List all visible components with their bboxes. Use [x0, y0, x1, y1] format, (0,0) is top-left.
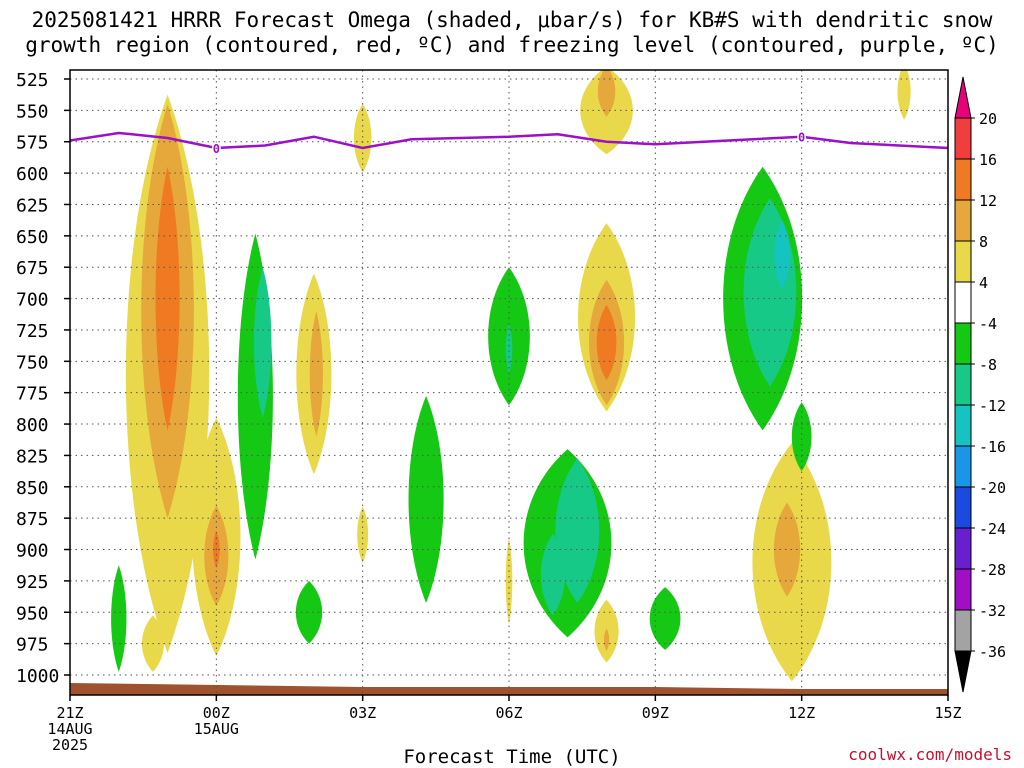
x-tick-label-1-0: 00Z — [203, 704, 230, 722]
colorbar: 20 16 12 8 4 -4 -8 -12 -16 -20 -24 -28 -32 -36 — [954, 76, 1006, 693]
colorbar-label-7: -12 — [979, 397, 1006, 415]
omega-region-35 — [791, 402, 812, 472]
y-tick-label-19: 1000 — [16, 666, 59, 687]
y-tick-label-5: 650 — [16, 227, 49, 248]
omega-region-12 — [295, 580, 323, 644]
colorbar-swatch-9 — [954, 486, 972, 529]
freezing-level-contour: 00 — [70, 129, 948, 158]
freezing-level-line — [70, 131, 948, 150]
y-tick-label-6: 675 — [16, 258, 49, 279]
colorbar-label-11: -28 — [979, 561, 1006, 579]
y-tick-label-2: 575 — [16, 133, 49, 154]
colorbar-swatch-1 — [954, 158, 972, 201]
omega-region-15 — [408, 395, 444, 603]
chart-title-line-1: 2025081421 HRRR Forecast Omega (shaded, … — [31, 8, 993, 32]
terrain-ground-strip — [70, 683, 948, 695]
colorbar-label-8: -16 — [979, 438, 1006, 456]
colorbar-swatch-11 — [954, 568, 972, 611]
colorbar-label-13: -36 — [979, 643, 1006, 661]
omega-shaded-regions — [111, 70, 911, 682]
omega-region-8 — [237, 233, 273, 560]
colorbar-swatch-2 — [954, 199, 972, 242]
colorbar-label-5: -4 — [979, 315, 997, 333]
omega-region-28 — [603, 628, 610, 652]
omega-region-13 — [353, 103, 372, 173]
omega-region-11 — [309, 311, 323, 437]
x-tick-label-0-2: 2025 — [52, 736, 88, 754]
colorbar-label-3: 8 — [979, 233, 988, 251]
omega-region-7 — [111, 565, 127, 672]
colorbar-label-9: -20 — [979, 479, 1006, 497]
y-tick-label-18: 975 — [16, 635, 49, 656]
omega-region-25 — [555, 458, 600, 603]
y-tick-label-11: 800 — [16, 415, 49, 436]
x-tick-label-5-0: 12Z — [788, 704, 815, 722]
y-axis-ticks: 525 550 575 600 625 650 675 700 725 750 775 800 825 8… — [16, 70, 70, 687]
x-tick-label-2-0: 03Z — [349, 704, 376, 722]
y-tick-label-1: 550 — [16, 101, 49, 122]
y-tick-label-15: 900 — [16, 541, 49, 562]
colorbar-label-1: 16 — [979, 151, 997, 169]
ground-strip — [70, 683, 948, 695]
x-tick-label-0-0: 21Z — [56, 704, 83, 722]
omega-region-23 — [597, 70, 616, 117]
colorbar-swatch-0 — [954, 117, 972, 160]
x-axis-label: Forecast Time (UTC) — [403, 746, 621, 768]
colorbar-swatch-8 — [954, 445, 972, 488]
y-tick-label-9: 750 — [16, 352, 49, 373]
x-tick-label-0-1: 14AUG — [47, 720, 92, 738]
omega-region-29 — [649, 587, 681, 650]
y-tick-label-8: 725 — [16, 321, 49, 342]
colorbar-label-12: -32 — [979, 602, 1006, 620]
chart-title-line-2: growth region (contoured, red, ºC) and f… — [25, 33, 999, 57]
y-tick-label-4: 625 — [16, 195, 49, 216]
omega-region-36 — [897, 70, 911, 120]
y-tick-label-12: 825 — [16, 446, 49, 467]
freezing-level-label-0: 0 — [213, 142, 220, 156]
omega-region-21 — [596, 304, 617, 381]
omega-region-2 — [155, 166, 180, 431]
x-tick-label-3-0: 06Z — [495, 704, 522, 722]
colorbar-bottom-arrow — [954, 650, 972, 693]
colorbar-swatch-12 — [954, 609, 972, 652]
credit-link[interactable]: coolwx.com/models — [848, 745, 1012, 764]
colorbar-swatch-7 — [954, 404, 972, 447]
colorbar-swatch-3 — [954, 240, 972, 283]
colorbar-swatch-5 — [954, 322, 972, 365]
y-tick-label-14: 875 — [16, 509, 49, 530]
omega-region-14 — [357, 506, 369, 563]
omega-region-34 — [773, 502, 801, 597]
y-tick-label-10: 775 — [16, 384, 49, 405]
y-tick-label-3: 600 — [16, 164, 49, 185]
colorbar-label-2: 12 — [979, 192, 997, 210]
omega-region-18 — [505, 536, 513, 625]
colorbar-swatch-6 — [954, 363, 972, 406]
colorbar-swatch-4 — [954, 281, 972, 324]
colorbar-label-4: 4 — [979, 274, 988, 292]
y-tick-label-13: 850 — [16, 478, 49, 499]
y-tick-label-16: 925 — [16, 572, 49, 593]
y-tick-label-0: 525 — [16, 70, 49, 91]
x-tick-label-4-0: 09Z — [642, 704, 669, 722]
x-tick-label-6-0: 15Z — [934, 704, 961, 722]
omega-region-32 — [774, 220, 790, 290]
omega-region-26 — [540, 533, 565, 616]
colorbar-swatch-10 — [954, 527, 972, 570]
x-tick-label-1-1: 15AUG — [194, 720, 239, 738]
colorbar-label-6: -8 — [979, 356, 997, 374]
omega-region-9 — [253, 267, 272, 418]
y-tick-label-7: 700 — [16, 290, 49, 311]
colorbar-label-10: -24 — [979, 520, 1006, 538]
grid-lines — [70, 70, 948, 695]
colorbar-top-arrow — [954, 76, 972, 119]
colorbar-label-0: 20 — [979, 110, 997, 128]
y-tick-label-17: 950 — [16, 603, 49, 624]
freezing-level-label-1: 0 — [798, 131, 805, 145]
